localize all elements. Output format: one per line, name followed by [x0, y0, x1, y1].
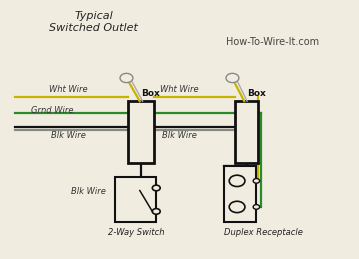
Bar: [115, 177, 156, 222]
Text: Duplex Receptacle: Duplex Receptacle: [224, 228, 303, 237]
Text: Box: Box: [141, 89, 160, 98]
Text: Wht Wire: Wht Wire: [160, 85, 199, 94]
Text: Blk Wire: Blk Wire: [51, 131, 86, 140]
Bar: [224, 166, 256, 222]
Text: How-To-Wire-It.com: How-To-Wire-It.com: [226, 37, 319, 47]
Text: Blk Wire: Blk Wire: [71, 187, 106, 196]
Circle shape: [253, 178, 260, 183]
Circle shape: [152, 208, 160, 214]
Text: Typical
Switched Outlet: Typical Switched Outlet: [49, 11, 138, 33]
Text: Blk Wire: Blk Wire: [162, 131, 197, 140]
Circle shape: [120, 73, 133, 83]
Text: 2-Way Switch: 2-Way Switch: [108, 228, 165, 237]
Bar: [235, 101, 258, 163]
Text: Wht Wire: Wht Wire: [49, 85, 88, 94]
Circle shape: [253, 205, 260, 209]
Text: Grnd Wire: Grnd Wire: [31, 106, 74, 115]
Circle shape: [229, 175, 245, 186]
Circle shape: [152, 185, 160, 191]
Circle shape: [226, 73, 239, 83]
Circle shape: [229, 201, 245, 213]
Text: Box: Box: [247, 89, 266, 98]
Bar: [128, 101, 154, 163]
